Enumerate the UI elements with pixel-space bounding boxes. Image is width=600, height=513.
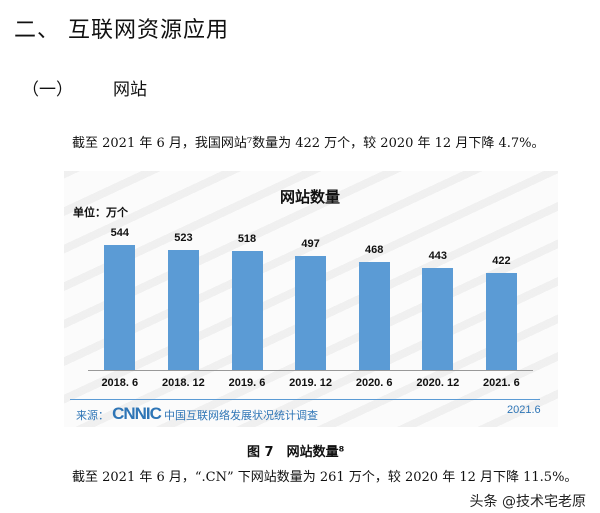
x-tick-label: 2020. 12 bbox=[416, 377, 460, 389]
x-tick-label: 2018. 6 bbox=[101, 377, 139, 389]
paragraph-2: 截至 2021 年 6 月，“.CN” 下网站数量为 261 万个，较 2020… bbox=[72, 470, 578, 485]
bar bbox=[422, 268, 454, 370]
source-label: 来源： bbox=[76, 410, 109, 422]
data-label: 497 bbox=[301, 237, 320, 250]
bar bbox=[295, 255, 327, 370]
x-tick-label: 2019. 12 bbox=[289, 377, 332, 389]
subsection-heading: （一） 网站 bbox=[22, 75, 147, 100]
data-label: 518 bbox=[237, 232, 257, 245]
x-tick-label: 2021. 6 bbox=[483, 377, 520, 389]
chart: 网站数量 单位：万个 544 2018. 6 523 2018. 12 518 2019.… bbox=[64, 171, 558, 427]
bar bbox=[358, 262, 390, 370]
chart-title: 网站数量 bbox=[280, 189, 341, 206]
source-date: 2021.6 bbox=[507, 404, 541, 416]
source-watermark: 头条 @技术宅老原 bbox=[469, 494, 586, 510]
data-label: 544 bbox=[110, 227, 129, 239]
figure-caption: 图 7 网站数量⁸ bbox=[247, 445, 345, 460]
data-label: 468 bbox=[365, 244, 384, 257]
data-label: 422 bbox=[492, 255, 511, 268]
x-tick-label: 2020. 6 bbox=[355, 377, 393, 389]
x-tick-label: 2018. 12 bbox=[161, 377, 205, 389]
section-heading: 二、 互联网资源应用 bbox=[14, 18, 229, 43]
bar bbox=[167, 249, 199, 370]
data-label: 523 bbox=[174, 231, 193, 244]
source-divider bbox=[70, 399, 540, 400]
bar bbox=[104, 245, 136, 370]
cnnic-logo: CNNIC bbox=[112, 404, 162, 423]
bar bbox=[231, 250, 263, 370]
x-axis bbox=[88, 370, 533, 371]
subsection-title: 网站 bbox=[113, 80, 147, 100]
subsection-number: （一） bbox=[22, 80, 73, 100]
x-tick-label: 2019. 6 bbox=[228, 377, 266, 389]
bar bbox=[485, 273, 517, 370]
paragraph-1: 截至 2021 年 6 月，我国网站⁷数量为 422 万个，较 2020 年 1… bbox=[72, 136, 545, 151]
unit-label: 单位：万个 bbox=[73, 207, 128, 219]
source-line: 来源： CNNIC 中国互联网络发展状况统计调查 bbox=[76, 404, 318, 424]
data-label: 443 bbox=[428, 250, 447, 263]
source-text: 中国互联网络发展状况统计调查 bbox=[163, 410, 318, 422]
